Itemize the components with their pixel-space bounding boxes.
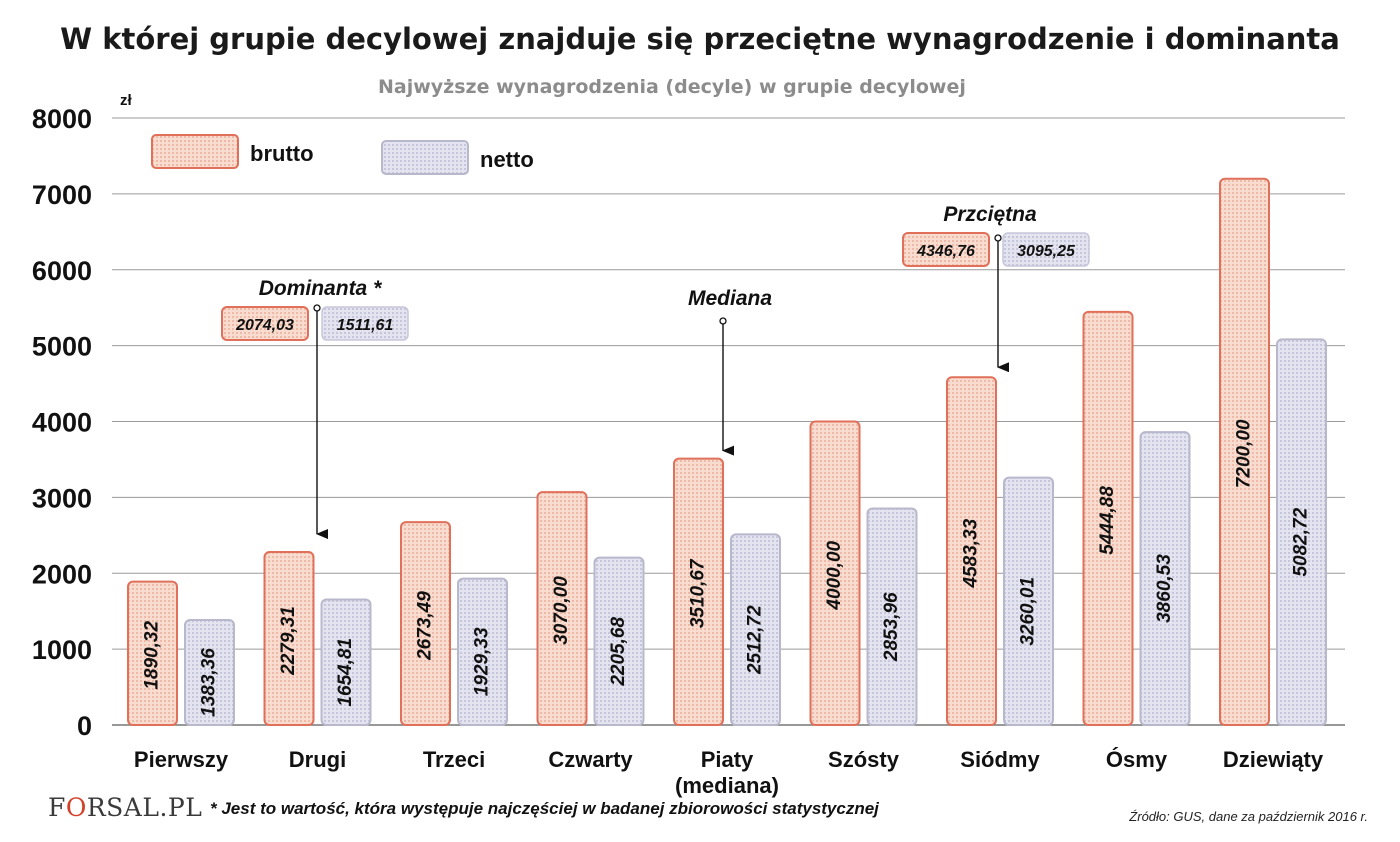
legend-swatch-netto [381,140,469,175]
footnote: * Jest to wartość, która występuje najcz… [210,799,879,818]
data-label-netto-7: 3860,53 [1154,554,1175,623]
y-tick-label: 6000 [32,256,92,286]
annotation-netto-box-2 [1002,232,1090,267]
bar-netto-0 [184,619,235,726]
data-label-netto-0: 1383,36 [199,648,220,717]
data-label-netto-8: 5082,72 [1291,507,1312,576]
bar-netto-6 [1003,476,1054,726]
bar-brutto-6 [946,376,997,726]
legend-label-brutto: brutto [250,141,314,166]
y-tick-label: 2000 [32,559,92,589]
y-tick-label: 7000 [32,180,92,210]
bar-brutto-3 [536,491,588,726]
annotation-netto-box-0 [321,306,409,341]
legend: brutto netto [151,134,534,175]
logo-ring: O [65,793,87,822]
x-tick-label-3: Czwarty [548,747,633,772]
annotation-netto-value-2: 3095,25 [1017,243,1076,260]
chart-subtitle: Najwyższe wynagrodzenia (decyle) w grupi… [378,76,966,98]
data-label-brutto-7: 5444,88 [1097,486,1118,555]
y-tick-label: 5000 [32,332,92,362]
annotation-brutto-value-2: 4346,76 [916,243,975,260]
bar-netto-7 [1139,431,1191,726]
x-tick-label-2: Trzeci [423,747,485,772]
bar-netto-5 [866,507,918,726]
annotations: Dominanta * 2074,03 1511,61 Mediana Przciętn… [221,203,1090,540]
annotation-brutto-value-0: 2074,03 [235,317,294,334]
data-label-netto-5: 2853,96 [881,592,902,662]
y-tick-label: 0 [77,711,92,741]
legend-label-netto: netto [480,147,534,172]
data-label-netto-1: 1654,81 [335,638,356,707]
data-label-netto-6: 3260,01 [1018,577,1039,646]
data-label-brutto-6: 4583,33 [961,518,982,588]
y-tick-label: 1000 [32,635,92,665]
bar-brutto-5 [809,420,861,726]
data-label-brutto-4: 3510,67 [688,558,709,628]
x-tick-label-8: Dziewiąty [1223,747,1324,772]
bar-brutto-7 [1082,310,1134,726]
logo-prefix: F [48,793,66,822]
x-tick-label-7: Ósmy [1106,747,1168,772]
chart-title: W której grupie decylowej znajduje się p… [60,22,1340,56]
annotation-brutto-box-0 [221,306,309,341]
data-label-brutto-5: 4000,00 [824,540,845,610]
data-label-netto-3: 2205,68 [608,617,629,687]
bar-netto-3 [593,556,645,727]
annotation-pivot-1 [719,317,727,325]
annotation-pivot-2 [994,234,1002,242]
data-label-netto-2: 1929,33 [472,627,493,696]
x-tick-label-6: Siódmy [960,747,1040,772]
bar-netto-2 [457,577,508,726]
logo-suffix: RSAL.PL [86,793,203,822]
annotation-pivot-0 [313,304,321,312]
bar-netto-8 [1276,338,1327,726]
data-label-netto-4: 2512,72 [745,605,766,675]
bar-netto-1 [320,598,372,726]
x-tick-label-1: Drugi [289,747,346,772]
bar-brutto-0 [127,580,178,726]
data-label-brutto-3: 3070,00 [551,576,572,645]
bar-brutto-8 [1219,177,1270,726]
forsal-logo: FORSAL.PL [48,793,202,822]
x-tick-label-0: Pierwszy [134,747,229,772]
bar-brutto-1 [263,551,315,727]
x-tick-label-4: Piaty [701,747,754,772]
data-label-brutto-1: 2279,31 [278,606,299,676]
x-tick-label-4-line2: (mediana) [675,773,779,798]
y-tick-label: 8000 [32,104,92,134]
data-label-brutto-8: 7200,00 [1234,419,1255,488]
annotation-label-1: Mediana [688,287,772,310]
legend-swatch-brutto [151,134,239,169]
bar-brutto-4 [673,457,724,726]
data-label-brutto-2: 2673,49 [415,591,436,661]
source-note: Źródło: GUS, dane za październik 2016 r. [1129,809,1368,824]
data-label-brutto-0: 1890,32 [142,621,163,690]
annotation-brutto-box-2 [902,232,990,267]
bars: 1890,32 1383,36 2279,31 1654,81 2673,49 1929,… [127,177,1327,727]
y-axis-unit: zł [120,92,133,109]
bar-brutto-2 [400,521,451,726]
y-tick-label: 4000 [32,408,92,438]
y-axis: 0 1000 2000 3000 4000 5000 6000 7000 8000 zł [32,92,133,741]
annotation-netto-value-0: 1511,61 [337,317,394,334]
x-tick-label-5: Szósty [828,747,900,772]
bar-netto-4 [730,533,781,726]
annotation-label-2: Przciętna [943,203,1037,226]
y-tick-label: 3000 [32,483,92,513]
x-axis: Pierwszy Drugi Trzeci Czwarty Piaty(mediana)… [134,747,1324,798]
annotation-label-0: Dominanta * [259,277,382,300]
